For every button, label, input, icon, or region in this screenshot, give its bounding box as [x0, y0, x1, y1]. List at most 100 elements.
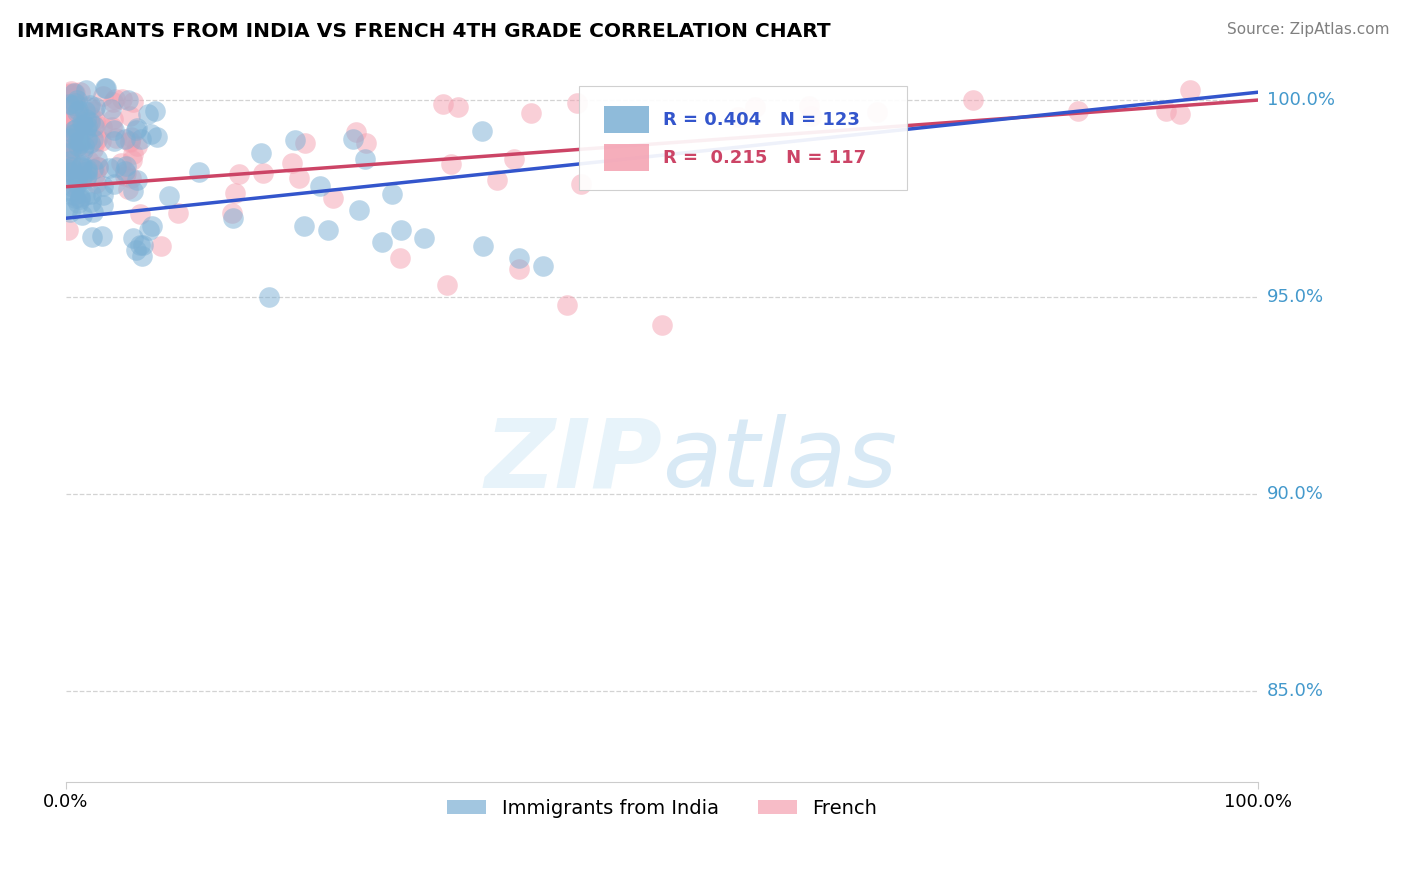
- Point: [65, 117, 87, 131]
- Point: [79, 98, 101, 112]
- Point: [388, 251, 411, 265]
- Point: [508, 262, 530, 277]
- Point: [125, 244, 148, 258]
- Point: [121, 146, 143, 161]
- Point: [76, 132, 98, 146]
- Point: [72, 117, 94, 131]
- Point: [79, 115, 101, 129]
- Point: [381, 186, 404, 201]
- Point: [56, 161, 79, 176]
- Point: [58, 223, 80, 237]
- Point: [83, 120, 105, 134]
- Point: [727, 110, 749, 124]
- Point: [79, 136, 101, 150]
- Point: [83, 161, 105, 176]
- Point: [58, 162, 80, 177]
- Point: [75, 112, 97, 126]
- Point: [221, 206, 243, 220]
- Point: [79, 100, 101, 114]
- Text: ZIP: ZIP: [484, 414, 662, 508]
- Point: [58, 96, 80, 111]
- Point: [136, 107, 159, 121]
- Point: [65, 139, 87, 153]
- Point: [440, 157, 463, 171]
- Point: [281, 155, 304, 169]
- Text: R = 0.404   N = 123: R = 0.404 N = 123: [664, 111, 860, 128]
- Point: [96, 81, 118, 95]
- Point: [63, 127, 86, 141]
- Point: [103, 112, 125, 127]
- Point: [60, 140, 83, 154]
- Point: [252, 166, 274, 180]
- Point: [63, 96, 86, 111]
- Point: [228, 167, 250, 181]
- Point: [93, 178, 115, 193]
- Point: [83, 112, 105, 127]
- Point: [73, 139, 96, 153]
- Point: [76, 168, 98, 182]
- Point: [66, 105, 89, 120]
- Point: [354, 136, 377, 150]
- Point: [651, 318, 673, 332]
- Point: [63, 104, 86, 119]
- Text: R =  0.215   N = 117: R = 0.215 N = 117: [664, 149, 866, 167]
- Point: [91, 197, 114, 211]
- Point: [62, 86, 84, 100]
- Point: [485, 173, 508, 187]
- Point: [59, 145, 82, 160]
- Text: 85.0%: 85.0%: [1267, 682, 1324, 700]
- Point: [56, 146, 79, 161]
- Point: [114, 132, 136, 146]
- Point: [56, 105, 79, 120]
- Point: [82, 161, 104, 176]
- Point: [129, 132, 152, 146]
- Point: [120, 171, 142, 186]
- Point: [65, 191, 87, 205]
- Point: [59, 153, 82, 168]
- Point: [59, 118, 82, 132]
- Point: [90, 228, 112, 243]
- Point: [104, 91, 127, 105]
- Point: [83, 167, 105, 181]
- Point: [120, 129, 142, 144]
- Point: [90, 120, 112, 134]
- Point: [257, 290, 280, 304]
- Point: [103, 134, 125, 148]
- Point: [519, 105, 541, 120]
- Point: [98, 161, 121, 176]
- Point: [76, 118, 98, 132]
- Point: [167, 206, 190, 220]
- Point: [117, 182, 139, 196]
- Point: [59, 205, 82, 219]
- Point: [70, 208, 93, 222]
- Point: [56, 115, 79, 129]
- Text: 100.0%: 100.0%: [1267, 91, 1334, 109]
- Point: [73, 187, 96, 202]
- Point: [80, 230, 103, 244]
- Point: [86, 132, 108, 146]
- Point: [103, 177, 125, 191]
- Point: [62, 157, 84, 171]
- Point: [72, 143, 94, 157]
- Point: [121, 153, 143, 167]
- Point: [70, 158, 93, 172]
- Point: [125, 139, 148, 153]
- Point: [353, 152, 375, 166]
- Point: [502, 152, 524, 166]
- Point: [69, 161, 91, 175]
- Point: [110, 156, 132, 170]
- Point: [69, 122, 91, 136]
- Point: [59, 153, 82, 168]
- Point: [73, 165, 96, 179]
- Point: [122, 184, 145, 198]
- Point: [308, 178, 330, 193]
- Point: [132, 237, 155, 252]
- Point: [56, 161, 79, 176]
- Point: [114, 163, 136, 178]
- Point: [105, 131, 128, 145]
- Point: [84, 134, 107, 148]
- FancyBboxPatch shape: [603, 145, 650, 171]
- Point: [294, 136, 316, 151]
- Point: [56, 109, 79, 123]
- Point: [100, 102, 122, 116]
